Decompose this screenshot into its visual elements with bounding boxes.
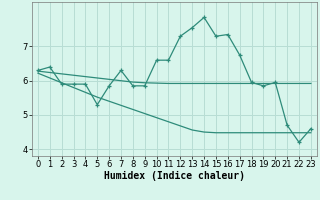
X-axis label: Humidex (Indice chaleur): Humidex (Indice chaleur) [104,171,245,181]
